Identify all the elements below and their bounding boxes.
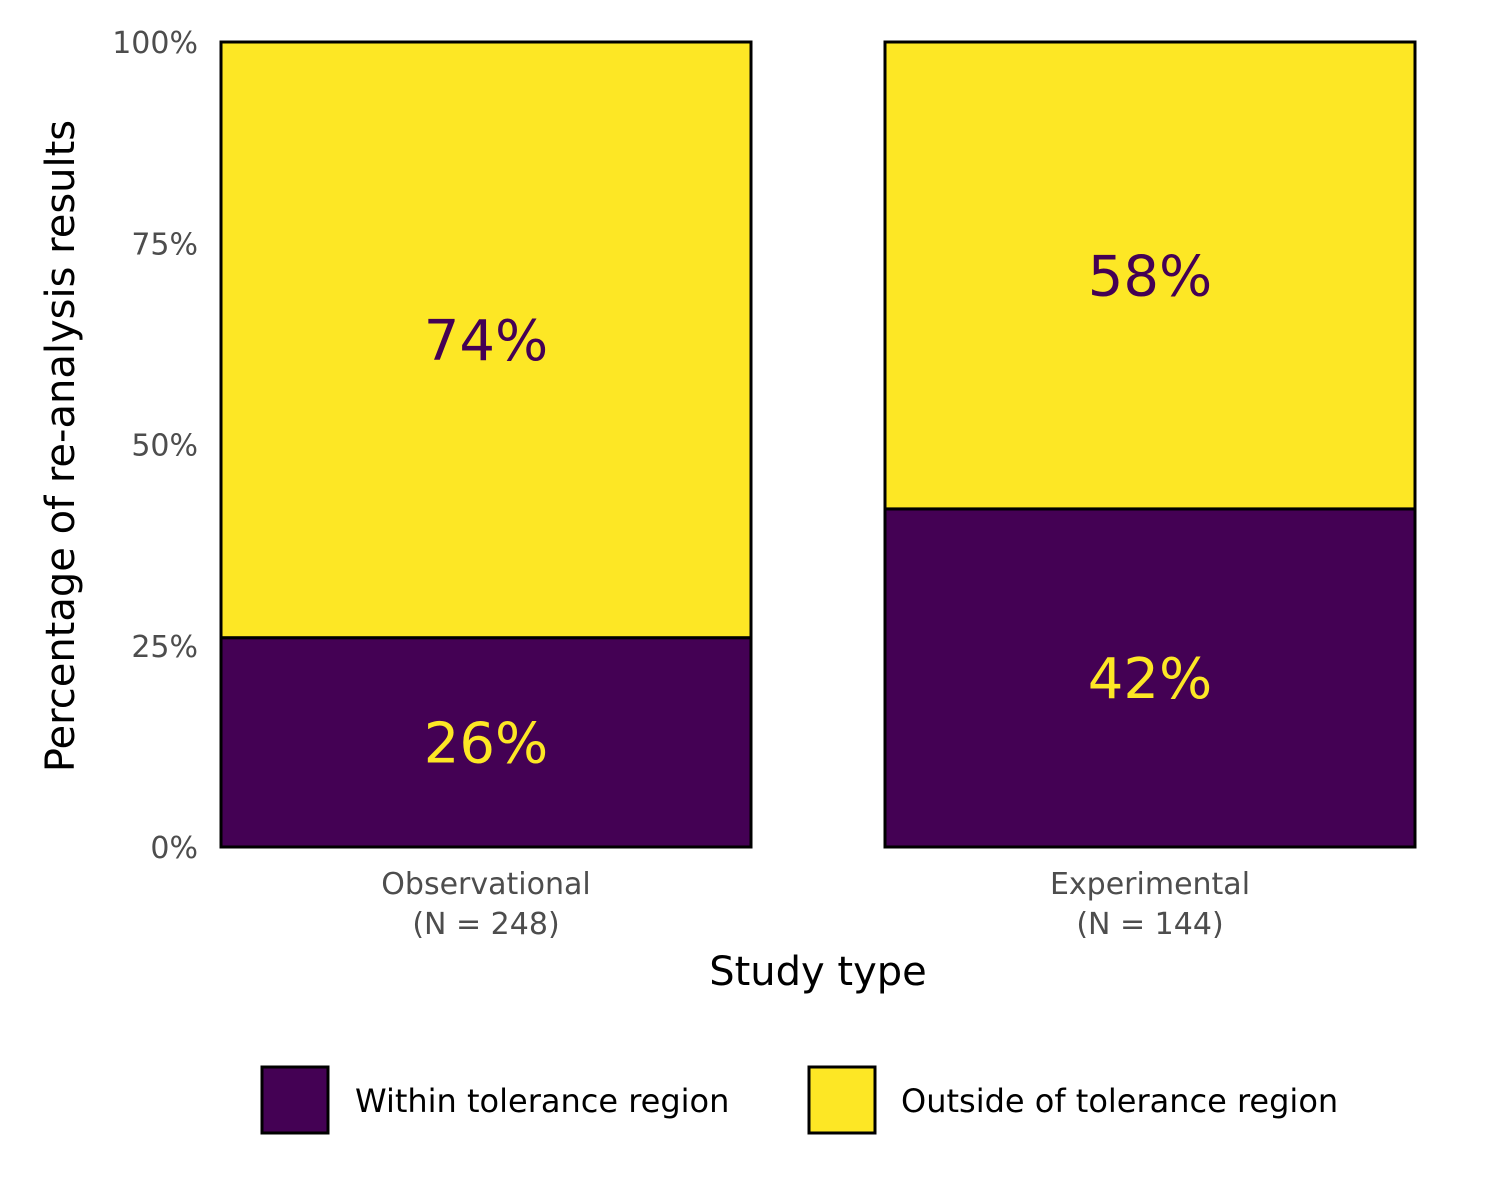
bar-segment [219,40,753,640]
x-tick-label: Observational [381,867,590,902]
y-tick-label: 100% [112,26,198,61]
bar-value-label: 74% [424,309,548,374]
x-tick-label: Experimental [1050,867,1250,902]
y-axis-title: Percentage of re-analysis results [38,120,84,772]
legend-label: Outside of tolerance region [901,1082,1338,1120]
bar-segment [219,636,753,849]
x-axis-title: Study type [709,949,927,995]
bar-value-label: 26% [424,711,548,776]
y-tick-label: 25% [131,630,198,665]
y-tick-label: 0% [150,831,198,866]
legend: Within tolerance region Outside of tolera… [260,1065,1338,1135]
x-axis-ticks: Observational (N = 248) Experimental (N = 1… [381,867,1250,942]
legend-label: Within tolerance region [355,1082,729,1120]
bar-segment [883,40,1417,511]
x-tick-label: (N = 144) [1076,907,1223,942]
bar-value-label: 42% [1088,647,1212,712]
bar-value-labels: 26% 74% 42% 58% [424,244,1212,776]
y-tick-label: 75% [131,227,198,262]
legend-swatch [807,1065,877,1135]
x-tick-label: (N = 248) [412,907,559,942]
y-axis-ticks: 0% 25% 50% 75% 100% [112,26,198,866]
bar-value-label: 58% [1088,244,1212,309]
y-tick-label: 50% [131,429,198,464]
legend-swatch [260,1065,330,1135]
bars [219,40,1417,849]
